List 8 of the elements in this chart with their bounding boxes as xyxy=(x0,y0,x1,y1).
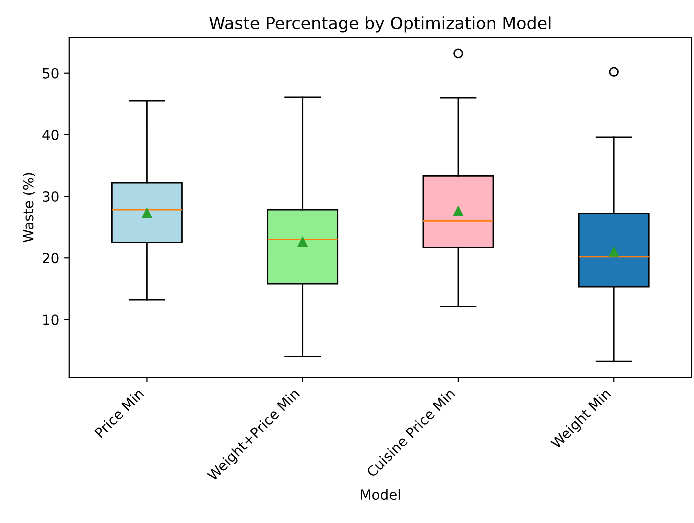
y-tick-label: 50 xyxy=(43,68,59,79)
y-axis-title: Waste (%) xyxy=(23,173,36,243)
y-tick-label: 10 xyxy=(44,314,59,326)
y-tick-label: 40 xyxy=(42,130,59,140)
y-tick-label: 30 xyxy=(43,192,59,202)
y-tick-label: 20 xyxy=(43,253,59,264)
x-axis-title: Model xyxy=(361,489,400,500)
chart-title: Waste Percentage by Optimization Model xyxy=(210,16,551,33)
